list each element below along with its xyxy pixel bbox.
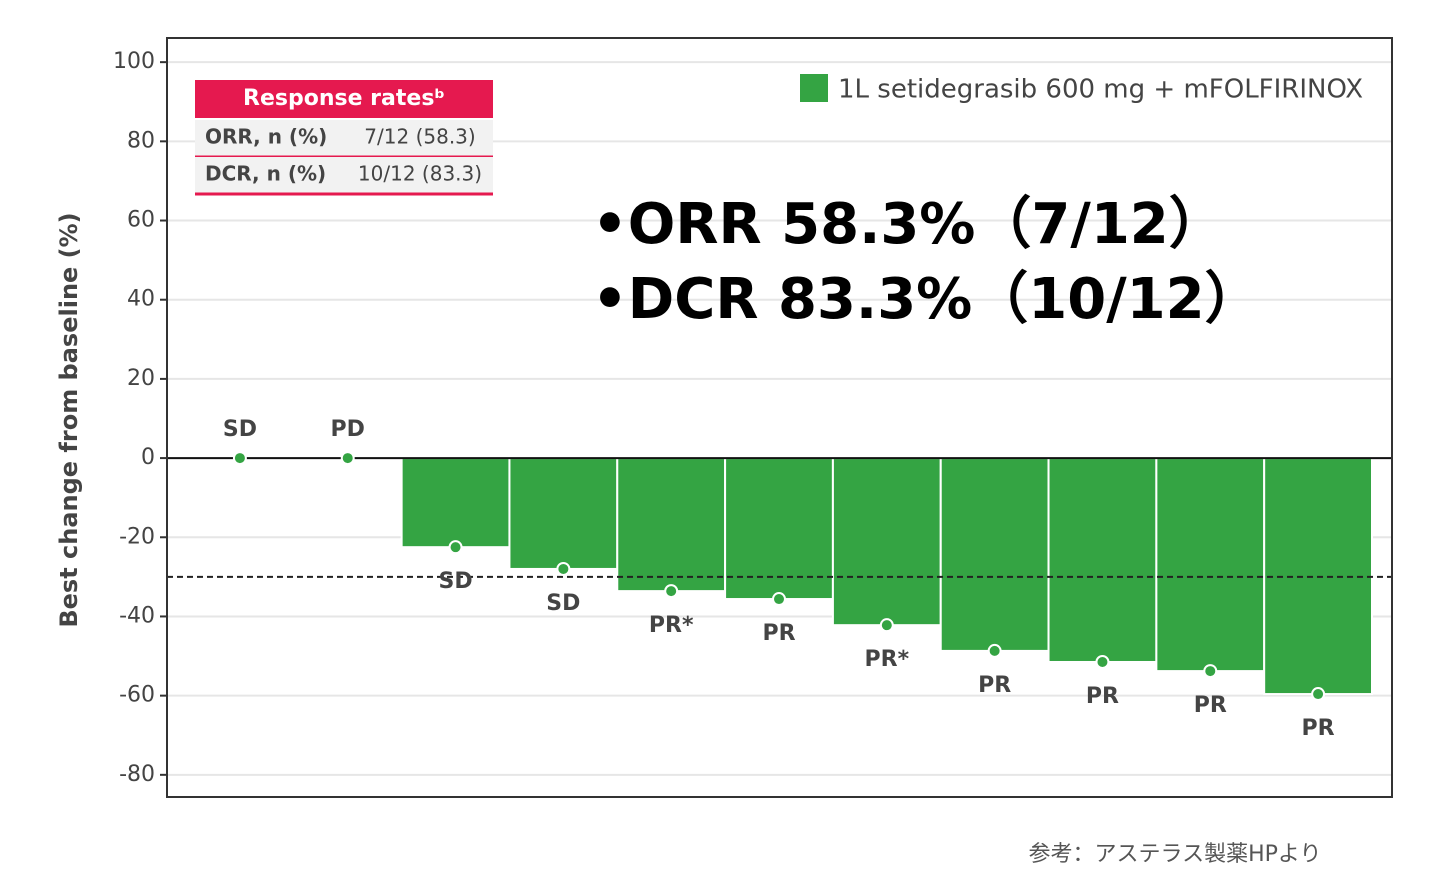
bar-end-dot (340, 451, 355, 466)
bar (508, 457, 619, 570)
legend-swatch (800, 74, 828, 102)
response-label: SD (438, 569, 472, 594)
y-tick-label: 80 (127, 128, 155, 153)
footer: 参考：アステラス製薬HPより (1029, 842, 1322, 867)
y-tick-label: 0 (141, 445, 155, 470)
legend-label: 1L setidegrasib 600 mg + mFOLFIRINOX (838, 75, 1363, 105)
y-tick-label: 100 (113, 49, 155, 74)
response-label: SD (223, 417, 257, 442)
y-tick-label: 60 (127, 208, 155, 233)
response-label: PR* (649, 613, 694, 638)
response-label: PR (1194, 693, 1227, 718)
bar-end-dot (232, 451, 247, 466)
y-axis-label: Best change from baseline (%) (55, 212, 83, 627)
y-tick-label: -40 (119, 603, 155, 628)
bar (1047, 457, 1158, 663)
table-cell: 7/12 (58.3) (364, 125, 475, 149)
table-cell: 10/12 (83.3) (358, 162, 482, 186)
y-tick-label: -60 (119, 683, 155, 708)
bar-end-dot (1311, 687, 1326, 702)
bar (939, 457, 1050, 652)
response-label: PR (1086, 684, 1119, 709)
bar (831, 457, 942, 627)
bar-end-dot (664, 584, 679, 599)
response-label: PR* (865, 647, 910, 672)
response-label: SD (546, 591, 580, 616)
response-label: PR (762, 621, 795, 646)
response-label: PD (331, 417, 365, 442)
bar (616, 457, 727, 593)
bar-end-dot (1095, 654, 1110, 669)
bar (724, 457, 834, 601)
bar-end-dot (1203, 664, 1218, 679)
bar (1155, 457, 1266, 673)
table-row-bg (195, 120, 493, 156)
annotation: •DCR 83.3%（10/12） (592, 267, 1261, 332)
response-label: PR (1302, 716, 1335, 741)
y-tick-label: 40 (127, 287, 155, 312)
plot-frame (166, 37, 1393, 798)
bar (400, 457, 511, 549)
bar-end-dot (879, 618, 894, 633)
y-tick-label: -80 (119, 762, 155, 787)
table-cell: ORR, n (%) (205, 125, 327, 149)
annotation: •ORR 58.3%（7/12） (592, 192, 1225, 257)
bar-end-dot (987, 643, 1002, 658)
table-row-bg (195, 157, 493, 193)
y-tick-label: 20 (127, 366, 155, 391)
table-cell: DCR, n (%) (205, 162, 326, 186)
table-header: Response ratesᵇ (243, 86, 445, 111)
y-tick-label: -20 (119, 524, 155, 549)
table-header-bg (195, 80, 493, 118)
bar-end-dot (556, 561, 571, 576)
response-label: PR (978, 673, 1011, 698)
bar-end-dot (772, 592, 786, 607)
bar-end-dot (448, 540, 463, 555)
